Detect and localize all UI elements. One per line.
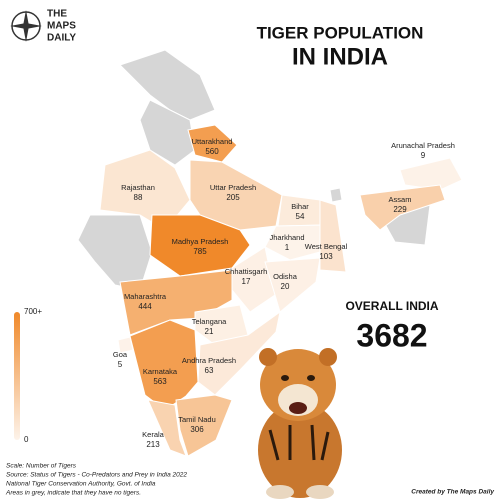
state-region — [147, 399, 187, 457]
state-name: Kerala — [142, 430, 165, 439]
state-region — [175, 394, 233, 457]
brand-line: MAPS — [47, 21, 76, 32]
credit: Created by The Maps Daily — [411, 489, 494, 496]
state-name: Uttarakhand — [192, 137, 233, 146]
state-value: 563 — [153, 377, 167, 386]
state-value: 1 — [285, 243, 290, 252]
state-name: Chhattisgarh — [225, 267, 268, 276]
legend-label: 0 — [24, 435, 29, 444]
state-region — [117, 336, 134, 354]
state-value: 560 — [205, 147, 219, 156]
brand-line: THE — [47, 9, 67, 20]
state-name: Telangana — [192, 317, 227, 326]
legend-bar — [14, 312, 20, 440]
note: Areas in grey, indicate that they have n… — [5, 490, 141, 497]
logo — [10, 10, 42, 42]
state-region — [129, 319, 199, 411]
state-value: 17 — [242, 277, 251, 286]
state-value: 205 — [226, 193, 240, 202]
state-value: 5 — [118, 360, 123, 369]
state-value: 9 — [421, 151, 426, 160]
state-name: Madhya Pradesh — [172, 237, 229, 246]
state-value: 88 — [134, 193, 143, 202]
state-value: 103 — [319, 252, 333, 261]
state-name: Arunachal Pradesh — [391, 141, 455, 150]
state-value: 444 — [138, 302, 152, 311]
state-name: Goa — [113, 350, 128, 359]
state-region — [359, 184, 446, 231]
state-region — [319, 199, 347, 273]
state-value: 213 — [146, 440, 160, 449]
state-value: 20 — [281, 282, 290, 291]
tiger-states — [99, 124, 463, 457]
state-name: Uttar Pradesh — [210, 183, 256, 192]
state-name: Maharashtra — [124, 292, 167, 301]
overall-value: 3682 — [356, 317, 427, 353]
state-name: Odisha — [273, 272, 298, 281]
state-name: Tamil Nadu — [178, 415, 216, 424]
tiger-illustration — [258, 348, 342, 499]
note: National Tiger Conservation Authority, G… — [6, 481, 156, 488]
state-region — [187, 124, 238, 163]
state-region — [189, 159, 283, 231]
state-value: 21 — [205, 327, 214, 336]
state-region — [149, 214, 251, 277]
title: TIGER POPULATION — [257, 23, 424, 42]
state-value: 63 — [205, 366, 214, 375]
state-name: Assam — [389, 195, 412, 204]
state-name: Rajasthan — [121, 183, 155, 192]
note: Source: Status of Tigers - Co-Predators … — [6, 472, 187, 479]
state-region — [197, 310, 281, 396]
state-value: 54 — [296, 212, 305, 221]
state-region — [264, 257, 321, 313]
state-value: 785 — [193, 247, 207, 256]
note: Scale: Number of Tigers — [6, 463, 77, 470]
brand-line: DAILY — [47, 33, 76, 44]
state-region — [264, 224, 326, 261]
overall-label: OVERALL INDIA — [345, 299, 438, 313]
title: IN INDIA — [292, 43, 388, 70]
legend-label: 700+ — [24, 307, 42, 316]
state-name: West Bengal — [305, 242, 348, 251]
state-region — [399, 157, 463, 191]
state-value: 306 — [190, 425, 204, 434]
state-name: Andhra Pradesh — [182, 356, 236, 365]
state-name: Karnataka — [143, 367, 178, 376]
state-value: 229 — [393, 205, 407, 214]
state-name: Bihar — [291, 202, 309, 211]
state-name: Jharkhand — [269, 233, 304, 242]
